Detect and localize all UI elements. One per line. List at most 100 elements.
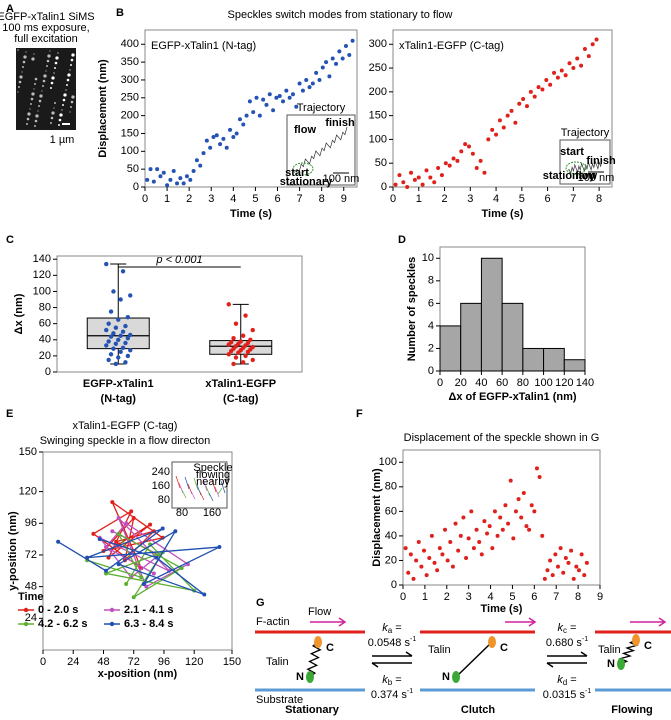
data-point [111, 289, 116, 294]
flow-arrow [630, 617, 667, 627]
data-point [416, 175, 421, 180]
data-point [477, 540, 482, 545]
data-point [506, 521, 511, 526]
trajectory-point [154, 555, 159, 560]
x-tick-label: 5 [252, 193, 258, 205]
speckle-spot [46, 65, 48, 67]
data-point [474, 527, 479, 532]
x-tick-label: 80 [517, 377, 529, 389]
rate-equals: = [392, 674, 401, 686]
inset-trajectory [193, 477, 199, 491]
data-point [527, 527, 532, 532]
data-point [463, 142, 468, 147]
trajectory-point [173, 529, 178, 534]
inset-label: start [285, 167, 309, 179]
data-point [337, 49, 342, 54]
rate-k: k [558, 622, 564, 634]
data-point [245, 349, 251, 355]
panel-letter: A [6, 3, 14, 15]
data-point [244, 113, 249, 118]
data-point [529, 503, 534, 508]
rate-subscript: d [563, 678, 567, 687]
inset-trajectory [181, 489, 187, 499]
y-tick-label: 150 [369, 110, 387, 122]
panel-a-caption: EGFP-xTalin1 SiMS [0, 11, 95, 23]
y-tick-label: 100 [369, 133, 387, 145]
legend-label: 4.2 - 6.2 s [38, 618, 88, 630]
data-point [544, 77, 549, 82]
x-tick-label: 72 [128, 656, 140, 668]
speckle-spot [62, 104, 64, 106]
data-point [579, 552, 584, 557]
data-point [165, 183, 170, 188]
bar [460, 302, 482, 372]
y-tick-label: 4 [428, 320, 434, 332]
x-tick-label: 0 [142, 193, 148, 205]
data-point [519, 515, 524, 520]
data-point [555, 75, 560, 80]
trajectory-point [131, 595, 136, 600]
data-point [590, 42, 595, 47]
speckle-spot [69, 111, 71, 113]
x-tick-label: 0 [390, 193, 396, 205]
legend-dot [23, 607, 29, 613]
data-point [542, 576, 547, 581]
inset-trajectory [208, 492, 214, 502]
data-point [487, 524, 492, 529]
trajectory-point [141, 582, 146, 586]
rate-exponent: -1 [582, 636, 588, 643]
rate-symbol: kc = [558, 622, 577, 635]
x-axis-label: Time (s) [481, 603, 523, 615]
data-point [532, 94, 537, 99]
talin-rod [455, 641, 493, 678]
data-point [108, 352, 114, 357]
data-point [495, 533, 500, 538]
trajectory-point [160, 526, 165, 531]
talin-n-domain [617, 658, 625, 670]
data-point [175, 181, 180, 186]
talin-label: Talin [428, 644, 451, 656]
speckle-spot [33, 88, 35, 90]
speckle-spot [25, 51, 27, 53]
inset-scale-label: 100 nm [323, 173, 360, 185]
rate-number: 0.0315 s [543, 689, 586, 701]
y-tick-label: 250 [121, 92, 139, 104]
data-point [171, 168, 176, 173]
data-point [211, 135, 216, 140]
data-point [419, 564, 424, 569]
bar [563, 359, 586, 372]
y-tick-label: 24 [25, 612, 37, 624]
y-tick-label: 20 [39, 350, 51, 362]
panel-letter: D [398, 234, 406, 246]
y-tick-label: 250 [369, 62, 387, 74]
data-point [513, 120, 518, 125]
speckle-spot [41, 90, 43, 92]
data-point [548, 82, 553, 87]
rate-number: 0.680 s [546, 637, 583, 649]
microscopy-image [16, 48, 76, 130]
speckle-spot [30, 103, 32, 105]
y-tick-label: 200 [121, 110, 139, 122]
substrate-label: Substrate [256, 694, 303, 706]
speckle-spot [45, 70, 47, 72]
trajectory-point [110, 500, 115, 505]
data-point [516, 497, 521, 502]
x-tick-label: 7 [570, 193, 576, 205]
data-point [118, 333, 123, 338]
data-point [300, 88, 305, 93]
data-point [584, 560, 589, 565]
y-tick-label: 140 [33, 253, 51, 265]
data-point [448, 540, 453, 545]
y-tick-label: 80 [39, 301, 51, 313]
speckle-spot [30, 97, 34, 101]
data-point [106, 357, 111, 363]
data-point [284, 88, 289, 93]
data-point [243, 313, 248, 318]
x-tick-label: 0 [437, 377, 443, 389]
data-point [108, 309, 114, 314]
speckle-spot [19, 75, 23, 79]
inset-trajectory [220, 480, 226, 494]
data-point [508, 478, 513, 483]
x-tick-label: 140 [576, 377, 594, 389]
speckle-spot [67, 73, 71, 77]
